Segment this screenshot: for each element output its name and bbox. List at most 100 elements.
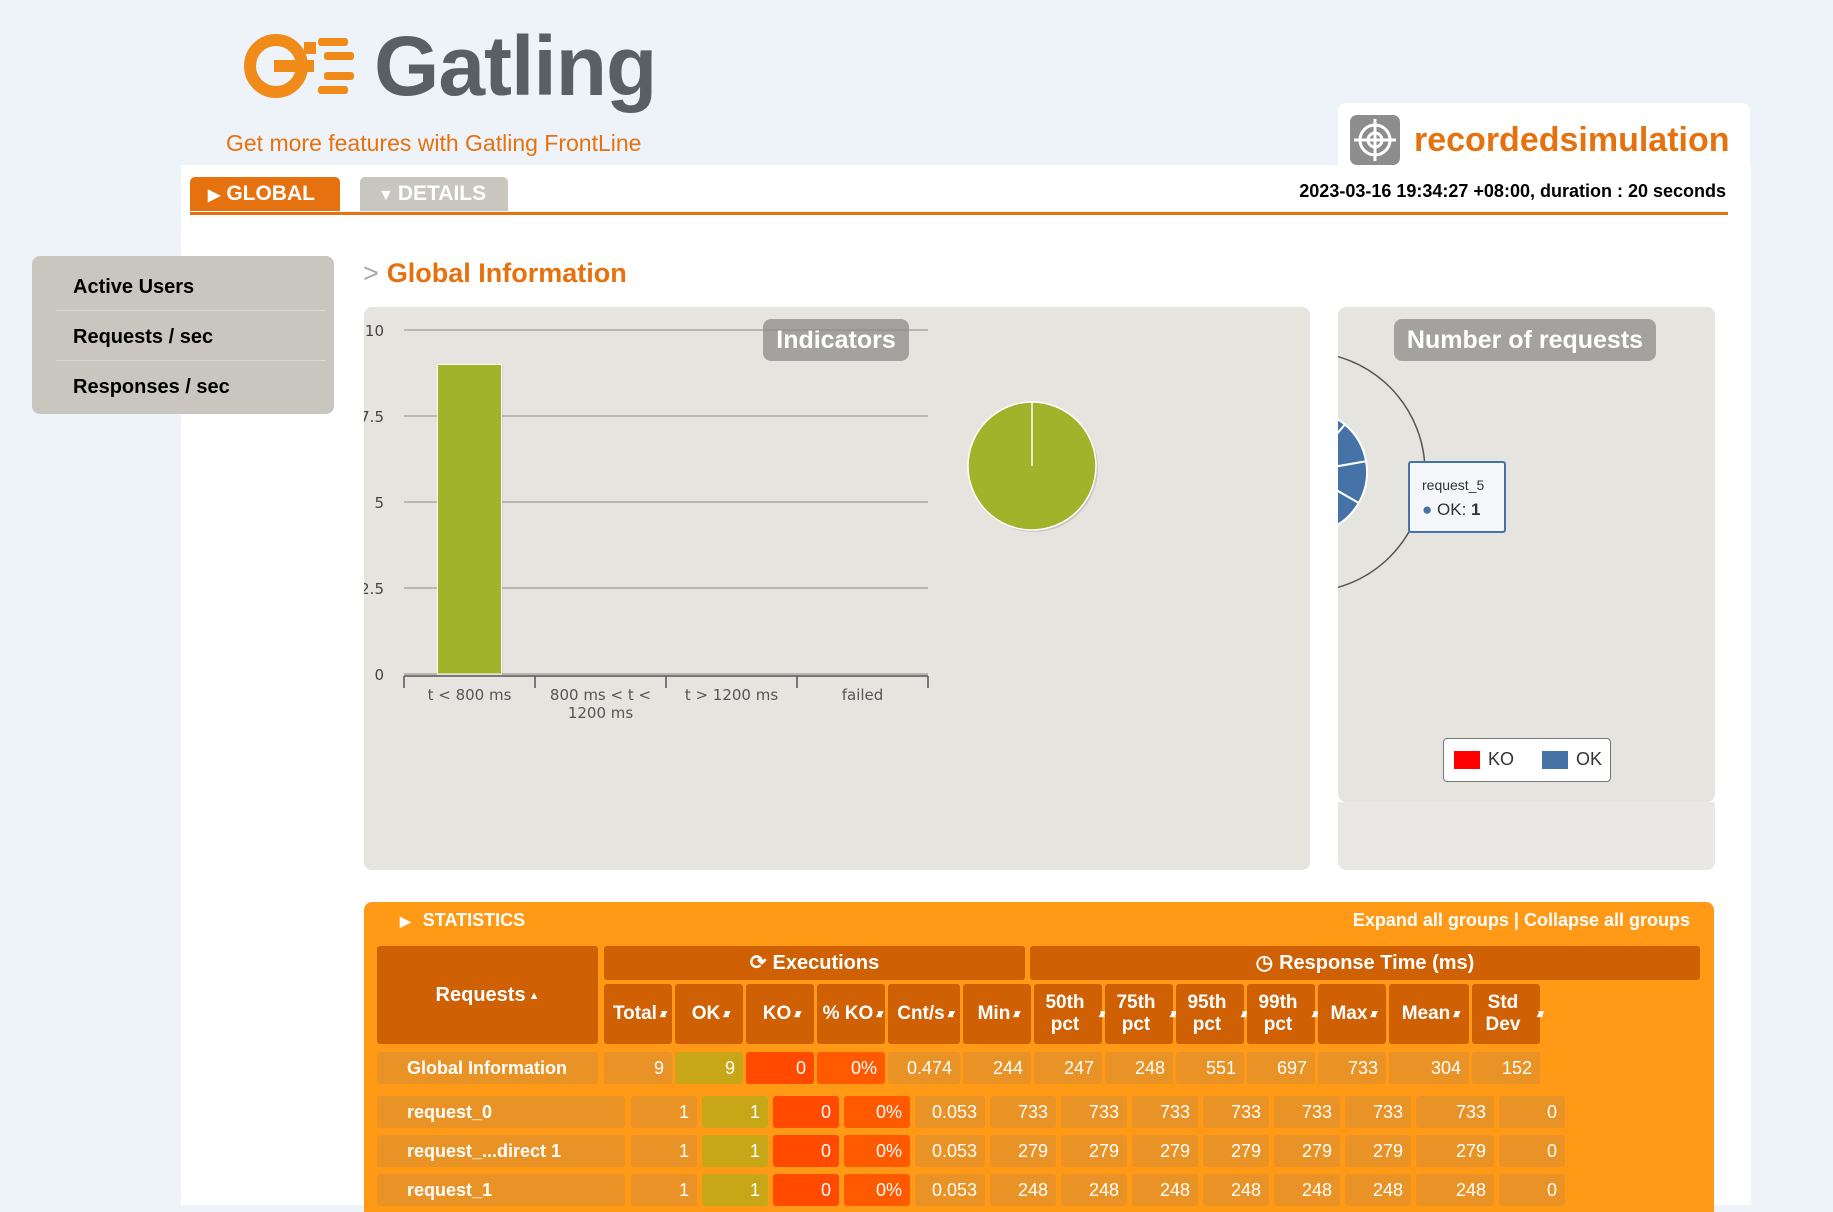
cell-max: 733 (1318, 1052, 1386, 1084)
expand-collapse-groups[interactable]: Expand all groups | Collapse all groups (1352, 910, 1690, 930)
y-tick-label: 0 (374, 666, 384, 684)
column-label: Min (977, 1003, 1011, 1024)
column-label: 75th pct (1116, 992, 1156, 1035)
cell-95th-pct: 733 (1203, 1096, 1269, 1128)
x-tick-label: t > 1200 ms (685, 686, 779, 704)
clock-icon: ◷ (1255, 952, 1274, 974)
cell-min: 248 (990, 1174, 1056, 1206)
cell-total: 1 (631, 1174, 697, 1206)
cell-50th-pct: 247 (1034, 1052, 1102, 1084)
executions-label: Executions (772, 952, 880, 974)
cell-cnt-s: 0.053 (915, 1135, 985, 1167)
cell-ko: 0 (773, 1174, 839, 1206)
cell-95th-pct: 248 (1203, 1174, 1269, 1206)
column-header-min[interactable]: Min ▴▾ (963, 984, 1031, 1044)
cell-ok: 1 (702, 1135, 768, 1167)
statistics-title: STATISTICS (422, 910, 526, 930)
tab-details[interactable]: ▼ DETAILS (360, 177, 508, 211)
legend-ok-swatch (1542, 751, 1568, 769)
request-row-name[interactable]: request_1 (377, 1174, 625, 1206)
column-label: Std Dev (1485, 992, 1521, 1035)
cell-99th-pct: 279 (1274, 1135, 1340, 1167)
executions-header: ⟳ Executions (604, 946, 1025, 980)
column-header-99th-pct[interactable]: 99th pct ▴▾ (1247, 984, 1319, 1044)
triangle-right-icon: ▶ (400, 913, 411, 929)
cell-50th-pct: 248 (1061, 1174, 1127, 1206)
sort-icon: ▴▾ (794, 1008, 801, 1020)
column-header--ko[interactable]: % KO ▴▾ (817, 984, 885, 1044)
column-label: KO (762, 1003, 792, 1024)
request-row-name[interactable]: request_...direct 1 (377, 1135, 625, 1167)
x-tick-label: failed (842, 686, 884, 704)
tooltip-value: 1 (1471, 500, 1481, 519)
sort-icon: ▴▾ (1311, 1008, 1319, 1020)
legend-ko-label[interactable]: KO (1488, 749, 1515, 769)
legend-ko-swatch (1454, 751, 1480, 769)
cell-ok: 1 (702, 1096, 768, 1128)
cell--ko: 0% (844, 1096, 910, 1128)
column-label: Mean (1401, 1003, 1451, 1024)
triangle-down-icon: ▼ (378, 187, 394, 204)
section-title-text: Global Information (386, 258, 627, 288)
refresh-icon: ⟳ (749, 952, 767, 974)
cell-95th-pct: 551 (1176, 1052, 1244, 1084)
sort-icon: ▴▾ (723, 1008, 730, 1020)
column-header-total[interactable]: Total ▴▾ (604, 984, 672, 1044)
tab-global[interactable]: ▶ GLOBAL (190, 177, 340, 211)
cell-mean: 304 (1389, 1052, 1469, 1084)
sidebar-item-responses-per-sec[interactable]: Responses / sec (73, 376, 230, 398)
y-tick-label: 2.5 (364, 580, 384, 598)
column-header-50th-pct[interactable]: 50th pct ▴▾ (1034, 984, 1106, 1044)
simulation-name: recordedsimulation (1414, 121, 1730, 159)
cell-total: 1 (631, 1096, 697, 1128)
statistics-header[interactable]: ▶ STATISTICS (400, 910, 525, 931)
column-header-ok[interactable]: OK ▴▾ (675, 984, 743, 1044)
requests-header[interactable]: Requests ▲ (377, 946, 598, 1044)
indicators-title: Indicators (763, 319, 909, 361)
sidebar-divider (56, 360, 326, 361)
sidebar-item-active-users[interactable]: Active Users (73, 276, 195, 298)
cell-ko: 0 (773, 1135, 839, 1167)
column-label: Total (612, 1003, 657, 1024)
column-header-75th-pct[interactable]: 75th pct ▴▾ (1105, 984, 1177, 1044)
cell-99th-pct: 697 (1247, 1052, 1315, 1084)
cell-50th-pct: 279 (1061, 1135, 1127, 1167)
cell-99th-pct: 733 (1274, 1096, 1340, 1128)
column-label: % KO (822, 1003, 874, 1024)
column-header-max[interactable]: Max ▴▾ (1318, 984, 1386, 1044)
sidebar-item-requests-per-sec[interactable]: Requests / sec (73, 326, 214, 348)
sidebar-divider (56, 310, 326, 311)
cell--ko: 0% (817, 1052, 885, 1084)
legend-ok-label[interactable]: OK (1576, 749, 1603, 769)
column-header-mean[interactable]: Mean ▴▾ (1389, 984, 1469, 1044)
request-row-name[interactable]: request_0 (377, 1096, 625, 1128)
cell-total: 9 (604, 1052, 672, 1084)
y-tick-label: 7.5 (364, 408, 384, 426)
response-time-label: Response Time (ms) (1279, 952, 1475, 974)
sort-icon: ▴▾ (1240, 1008, 1248, 1020)
cell--ko: 0% (844, 1174, 910, 1206)
target-icon (1350, 115, 1400, 165)
pie-slice-request_3[interactable] (1338, 472, 1361, 530)
column-header-ko[interactable]: KO ▴▾ (746, 984, 814, 1044)
column-header-cnt-s[interactable]: Cnt/s ▴▾ (888, 984, 960, 1044)
pie-tooltip: request_5 ● OK: 1 (1408, 461, 1506, 533)
section-prefix: > (363, 258, 379, 288)
frontline-promo-link[interactable]: Get more features with Gatling FrontLine (226, 130, 642, 156)
number-of-requests-panel (1338, 307, 1715, 802)
bar-0[interactable] (437, 363, 502, 675)
cell-max: 733 (1345, 1096, 1411, 1128)
sort-icon: ▴▾ (947, 1008, 955, 1020)
global-information-row-name[interactable]: Global Information (377, 1052, 598, 1084)
y-tick-label: 5 (374, 494, 384, 512)
sort-icon: ▴▾ (876, 1008, 883, 1020)
sort-icon: ▴▾ (1013, 1008, 1020, 1020)
gatling-logo-icon (244, 34, 354, 98)
tab-underline (190, 212, 1728, 215)
requests-legend: KO OK (1443, 738, 1611, 782)
cell-75th-pct: 248 (1132, 1174, 1198, 1206)
column-header-95th-pct[interactable]: 95th pct ▴▾ (1176, 984, 1248, 1044)
column-header-std-dev[interactable]: Std Dev ▴▾ (1472, 984, 1544, 1044)
cell-ko: 0 (773, 1096, 839, 1128)
cell-min: 244 (963, 1052, 1031, 1084)
